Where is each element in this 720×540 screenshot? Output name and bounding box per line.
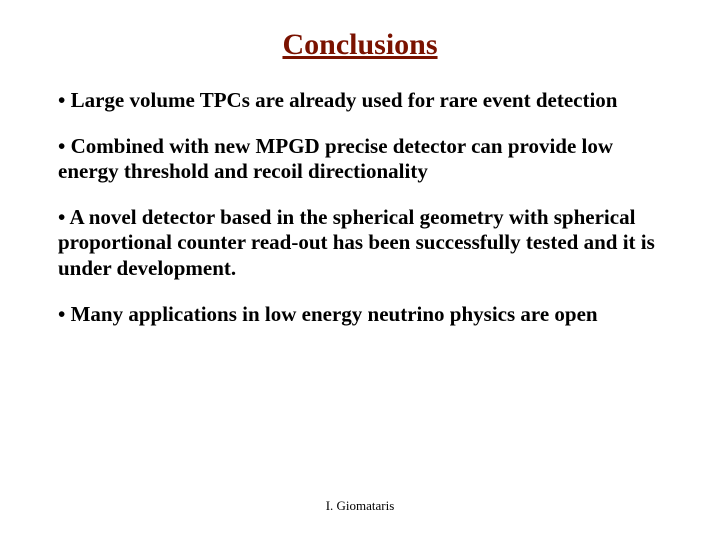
bullet-3: • A novel detector based in the spherica…	[58, 205, 662, 282]
footer-author: I. Giomataris	[0, 498, 720, 514]
slide-title: Conclusions	[58, 28, 662, 62]
slide: Conclusions • Large volume TPCs are alre…	[0, 0, 720, 540]
bullet-1: • Large volume TPCs are already used for…	[58, 88, 662, 114]
bullet-4: • Many applications in low energy neutri…	[58, 302, 662, 328]
bullet-2: • Combined with new MPGD precise detecto…	[58, 134, 662, 185]
